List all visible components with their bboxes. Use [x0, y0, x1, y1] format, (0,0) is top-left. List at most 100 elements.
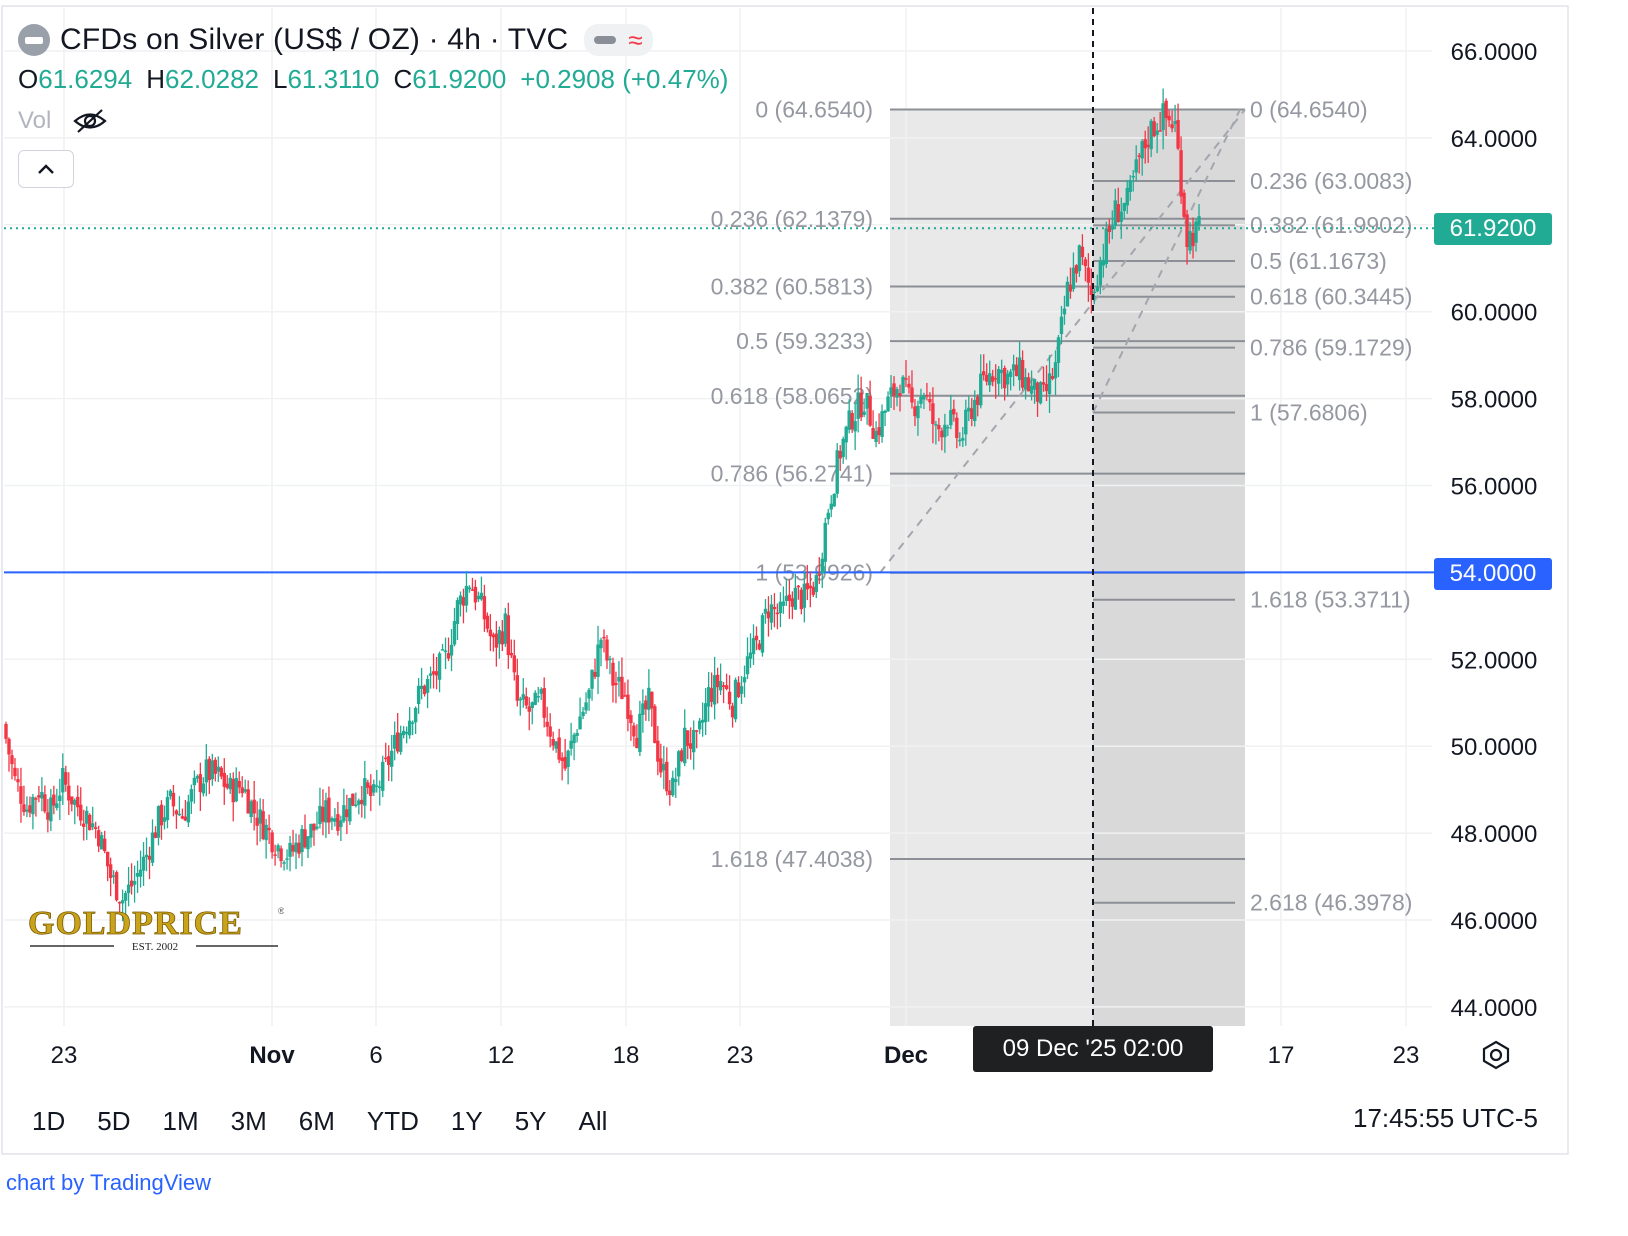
- candle-body: [1179, 150, 1183, 197]
- candle-body: [111, 875, 116, 877]
- candle-body: [446, 653, 451, 659]
- symbol-title[interactable]: CFDs on Silver (US$ / OZ) · 4h · TVC: [60, 23, 569, 56]
- candle-body: [159, 804, 164, 826]
- candle-body: [590, 669, 594, 689]
- range-3m[interactable]: 3M: [230, 1105, 267, 1136]
- candle-body: [817, 574, 821, 576]
- candle-body: [183, 816, 188, 821]
- candle-body: [671, 777, 675, 796]
- candle-body: [629, 714, 633, 724]
- candle-body: [333, 818, 337, 822]
- range-6m[interactable]: 6M: [298, 1105, 335, 1136]
- candle-body: [327, 797, 331, 823]
- candle-body: [665, 761, 669, 792]
- candle-body: [955, 417, 959, 439]
- candle-body: [542, 688, 546, 718]
- candle-body: [512, 655, 516, 673]
- candle-body: [1188, 231, 1192, 251]
- chart-frame: [1, 5, 1569, 1155]
- candle-body: [237, 780, 241, 788]
- range-1m[interactable]: 1M: [162, 1105, 199, 1136]
- fib-label: 0 (64.6540): [1250, 96, 1368, 122]
- candle-body: [739, 686, 744, 694]
- candle-body: [1050, 376, 1055, 379]
- candle-body: [96, 830, 101, 847]
- candle-body: [584, 702, 588, 711]
- candle-body: [575, 732, 579, 736]
- candle-body: [437, 653, 442, 680]
- candle-body: [225, 783, 229, 788]
- candle-body: [476, 595, 481, 600]
- open-value: 61.6294: [38, 64, 133, 94]
- wave-icon[interactable]: ≈: [628, 25, 643, 55]
- hidden-eye-icon[interactable]: [73, 108, 108, 134]
- candle-body: [67, 785, 71, 801]
- y-tick-label: 50.0000: [1451, 734, 1538, 761]
- candle-body: [22, 804, 26, 813]
- range-ytd[interactable]: YTD: [366, 1105, 419, 1136]
- candle-body: [1074, 265, 1079, 274]
- candle-body: [1071, 267, 1076, 290]
- volume-label[interactable]: Vol: [18, 107, 52, 134]
- candle-body: [1173, 121, 1177, 125]
- candle-body: [1113, 200, 1117, 227]
- candle-body: [375, 785, 379, 787]
- y-tick-label: 64.0000: [1451, 126, 1538, 153]
- candle-body: [407, 720, 412, 736]
- fib-label: 0.5 (61.1673): [1250, 248, 1387, 274]
- collapse-legend-button[interactable]: [18, 150, 74, 188]
- fib-label: 0.382 (61.9902): [1250, 212, 1412, 238]
- candle-body: [488, 629, 493, 637]
- fib-label: 0.786 (59.1729): [1250, 335, 1412, 361]
- candle-body: [976, 396, 980, 405]
- candle-body: [458, 595, 463, 605]
- range-1d[interactable]: 1D: [32, 1105, 66, 1136]
- candle-body: [330, 818, 334, 822]
- candle-body: [195, 776, 200, 779]
- candle-body: [1152, 121, 1156, 137]
- candle-body: [1131, 175, 1135, 178]
- y-tick-label: 44.0000: [1451, 995, 1538, 1022]
- candle-body: [449, 644, 454, 656]
- range-1y[interactable]: 1Y: [450, 1105, 483, 1136]
- candle-body: [231, 779, 235, 803]
- candle-body: [378, 786, 382, 789]
- candle-body: [168, 790, 173, 797]
- candle-body: [545, 721, 549, 727]
- candle-body: [1137, 155, 1141, 157]
- candle-body: [694, 730, 699, 732]
- candle-body: [889, 387, 893, 395]
- candle-body: [641, 703, 645, 715]
- candle-body: [282, 862, 286, 864]
- range-5y[interactable]: 5Y: [514, 1105, 547, 1136]
- candle-body: [91, 823, 95, 828]
- candle-body: [384, 757, 388, 760]
- candle-body: [201, 783, 206, 794]
- candle-body: [697, 720, 702, 730]
- fib-label: 0.5 (59.3233): [736, 328, 873, 354]
- candle-body: [76, 796, 80, 808]
- high-label: H: [146, 64, 165, 94]
- range-5d[interactable]: 5D: [97, 1105, 131, 1136]
- candle-body: [686, 730, 690, 746]
- candle-body: [410, 722, 415, 724]
- indicator-pill[interactable]: ≈: [584, 24, 653, 56]
- minus-icon[interactable]: [594, 36, 617, 44]
- candle-body: [82, 823, 86, 827]
- candle-body: [192, 777, 197, 786]
- candle-body: [536, 696, 540, 698]
- candle-body: [467, 587, 472, 590]
- candle-body: [916, 405, 920, 419]
- candle-body: [165, 796, 170, 821]
- candle-body: [919, 396, 923, 404]
- candle-body: [58, 795, 62, 802]
- candle-body: [775, 612, 780, 615]
- range-all[interactable]: All: [578, 1105, 608, 1136]
- timezone-clock[interactable]: 17:45:55 UTC-5: [1353, 1103, 1538, 1133]
- settings-icon[interactable]: [1480, 1040, 1512, 1070]
- candle-body: [393, 734, 397, 749]
- candle-body: [404, 731, 409, 734]
- tradingview-credit[interactable]: chart by TradingView: [6, 1170, 212, 1195]
- candle-body: [572, 734, 576, 744]
